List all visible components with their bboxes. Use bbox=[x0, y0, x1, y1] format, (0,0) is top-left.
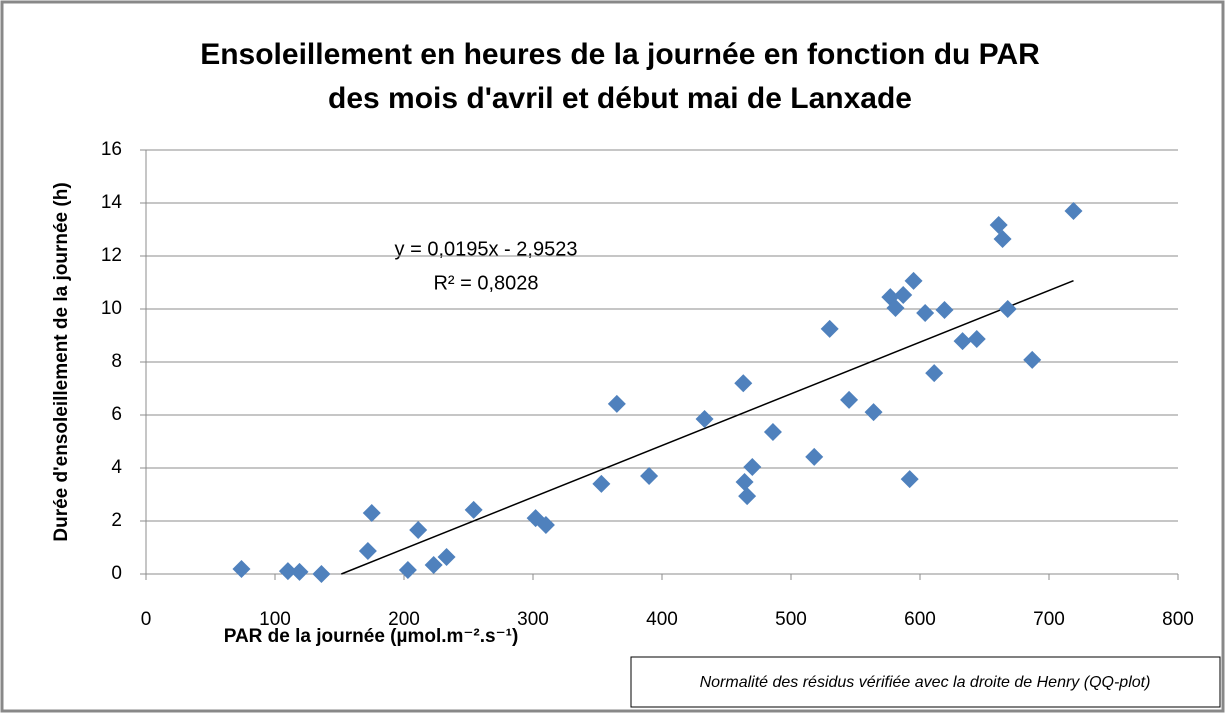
data-point bbox=[640, 466, 659, 485]
data-point bbox=[953, 332, 972, 351]
data-point bbox=[424, 555, 443, 574]
data-point bbox=[312, 565, 331, 583]
note-box bbox=[630, 656, 1221, 708]
y-tick-label: 10 bbox=[101, 298, 122, 319]
data-point bbox=[763, 422, 782, 441]
y-tick-label: 6 bbox=[111, 404, 122, 425]
data-point bbox=[278, 562, 297, 581]
data-point bbox=[358, 541, 377, 560]
data-point bbox=[743, 457, 762, 476]
y-tick-label: 12 bbox=[101, 245, 122, 266]
data-point bbox=[232, 559, 251, 578]
y-tick-label: 4 bbox=[111, 457, 122, 478]
data-point bbox=[290, 562, 309, 581]
data-point bbox=[925, 364, 944, 383]
data-point bbox=[695, 409, 714, 428]
data-point bbox=[935, 301, 954, 320]
data-point bbox=[738, 487, 757, 506]
x-tick-label: 800 bbox=[1162, 609, 1194, 630]
data-point bbox=[864, 403, 883, 422]
data-point bbox=[998, 300, 1017, 318]
y-tick-label: 16 bbox=[101, 139, 122, 160]
x-tick-label: 500 bbox=[775, 609, 807, 630]
x-tick-label: 100 bbox=[259, 609, 291, 630]
x-tick-label: 300 bbox=[517, 609, 549, 630]
data-point bbox=[409, 521, 428, 540]
data-point bbox=[840, 390, 859, 409]
chart-title: des mois d'avril et début mai de Lanxade bbox=[328, 82, 912, 115]
y-tick-label: 0 bbox=[111, 563, 122, 584]
chart-title: Ensoleillement en heures de la journée e… bbox=[200, 38, 1040, 71]
trendline bbox=[341, 279, 1074, 575]
data-point bbox=[536, 515, 555, 534]
x-tick-label: 700 bbox=[1033, 609, 1065, 630]
data-point bbox=[993, 230, 1012, 249]
data-point bbox=[734, 374, 753, 393]
data-point bbox=[1023, 350, 1042, 369]
data-point bbox=[735, 473, 754, 492]
data-point bbox=[607, 394, 626, 413]
y-axis-label: Durée d'ensoleillement de la journée (h) bbox=[51, 182, 72, 541]
x-axis-label: PAR de la journée (µmol.m⁻².s⁻¹) bbox=[224, 626, 519, 647]
data-point bbox=[916, 303, 935, 322]
data-point bbox=[894, 285, 913, 304]
data-point bbox=[967, 329, 986, 348]
data-point bbox=[362, 504, 381, 523]
data-point bbox=[820, 319, 839, 338]
data-point bbox=[904, 271, 923, 290]
x-tick-label: 200 bbox=[388, 609, 420, 630]
data-point bbox=[592, 474, 611, 493]
data-point bbox=[437, 548, 456, 567]
y-tick-label: 2 bbox=[111, 510, 122, 531]
data-point bbox=[805, 447, 824, 466]
data-point bbox=[464, 500, 483, 519]
data-point bbox=[886, 298, 905, 317]
trendline-equation: y = 0,0195x - 2,9523 bbox=[395, 238, 578, 260]
data-point bbox=[900, 470, 919, 489]
data-point bbox=[398, 561, 417, 580]
y-tick-label: 8 bbox=[111, 351, 122, 372]
data-point bbox=[989, 215, 1008, 234]
note: Normalité des résidus vérifiée avec la d… bbox=[700, 674, 1151, 691]
x-tick-label: 600 bbox=[904, 609, 936, 630]
x-tick-label: 0 bbox=[141, 609, 152, 630]
x-tick-label: 400 bbox=[646, 609, 678, 630]
y-tick-label: 14 bbox=[101, 192, 123, 213]
data-point bbox=[1064, 201, 1083, 220]
trendline-r2: R² = 0,8028 bbox=[433, 272, 538, 294]
